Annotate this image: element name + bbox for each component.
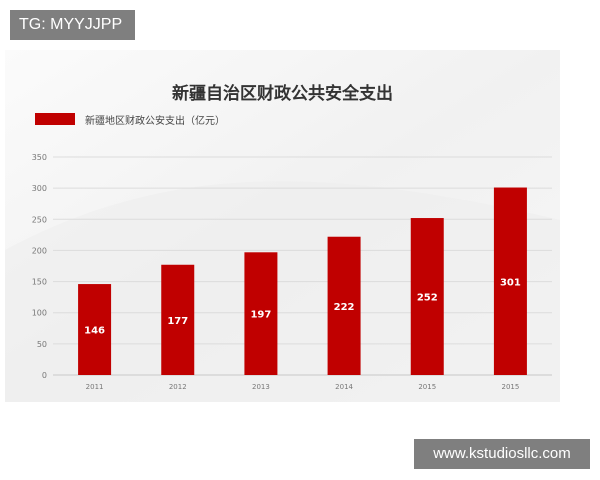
legend: 新疆地区财政公安支出（亿元） (35, 111, 225, 127)
tag-badge: TG: MYYJJPP (10, 10, 135, 40)
data-label: 222 (334, 302, 355, 313)
x-tick-label: 2013 (252, 383, 270, 391)
y-tick-label: 50 (37, 340, 47, 349)
data-label: 146 (84, 326, 105, 337)
y-tick-label: 100 (32, 309, 47, 318)
bar (78, 284, 112, 375)
watermark: www.kstudiosllc.com (414, 439, 590, 469)
legend-label: 新疆地区财政公安支出（亿元） (85, 115, 225, 127)
bar (493, 187, 527, 375)
data-label: 177 (167, 316, 188, 327)
chart-title: 新疆自治区财政公共安全支出 (172, 84, 393, 104)
y-tick-label: 150 (32, 278, 47, 287)
x-tick-label: 2014 (335, 383, 353, 391)
bar (327, 236, 361, 375)
bar-chart: 0 50 100 150 200 250 300 350 146 177 197 222 252 301… (5, 50, 560, 402)
chart-panel: 0 50 100 150 200 250 300 350 146 177 197 222 252 301… (5, 50, 560, 402)
x-tick-label: 2011 (86, 383, 104, 391)
bar (244, 252, 278, 375)
y-tick-label: 300 (32, 184, 47, 193)
y-tick-label: 250 (32, 215, 47, 224)
x-tick-label: 2015 (502, 383, 520, 391)
data-label: 197 (250, 310, 271, 321)
y-tick-label: 350 (32, 153, 47, 162)
x-tick-label: 2015 (418, 383, 436, 391)
y-tick-label: 200 (32, 246, 47, 255)
bar (410, 218, 444, 375)
data-label: 252 (417, 293, 438, 304)
bar (161, 264, 195, 375)
y-tick-label: 0 (42, 371, 47, 380)
data-label: 301 (500, 277, 521, 288)
legend-swatch (35, 113, 75, 125)
x-tick-label: 2012 (169, 383, 187, 391)
